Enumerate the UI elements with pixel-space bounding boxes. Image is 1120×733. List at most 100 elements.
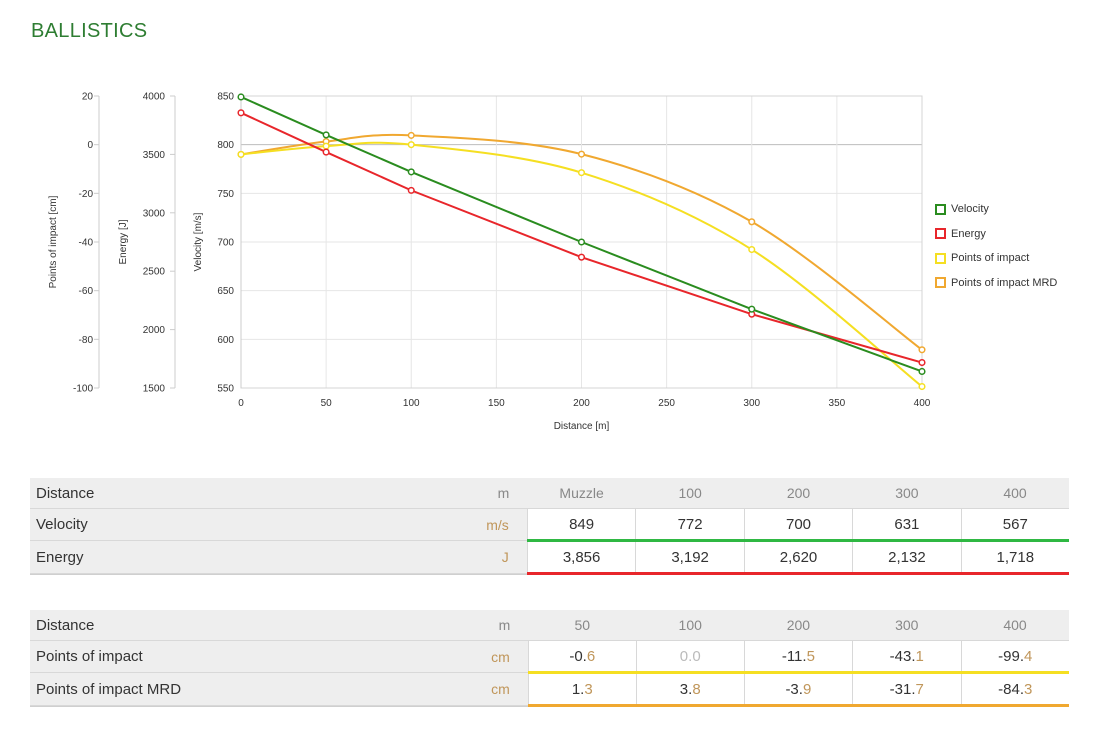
poi-mrd-cell: 3.8 xyxy=(635,672,745,707)
y-tick-label-velocity: 700 xyxy=(217,238,234,249)
poi-dec: 4 xyxy=(1024,647,1033,665)
velocity-energy-table: Distance m Muzzle 100 200 300 400 Veloci… xyxy=(30,478,1069,575)
legend-label-velocity: Velocity xyxy=(951,203,989,216)
y-tick-label-velocity: 550 xyxy=(217,384,234,395)
y-axis-label-poi: Points of impact [cm] xyxy=(48,195,59,288)
data-point-velocity xyxy=(407,168,415,176)
poi-mrd-cell: -31.7 xyxy=(852,672,961,707)
poi-mrd-int: -31. xyxy=(889,680,916,698)
col-header: Muzzle xyxy=(527,478,636,509)
energy-cell: 1,718 xyxy=(960,540,1069,575)
row-unit: cm xyxy=(458,640,529,673)
poi-dec: 5 xyxy=(806,647,815,665)
col-header: 300 xyxy=(852,478,962,509)
col-header: 400 xyxy=(961,478,1069,509)
table-row: Energy J 3,856 3,192 2,620 2,132 1,718 xyxy=(30,540,1069,575)
data-point-energy xyxy=(577,253,586,261)
legend-item-poi[interactable]: Points of impact xyxy=(935,246,1057,271)
data-point-velocity xyxy=(322,131,330,139)
velocity-cell: 567 xyxy=(960,508,1069,542)
legend-label-poi: Points of impact xyxy=(951,252,1030,265)
y-tick-label-energy: 4000 xyxy=(143,92,166,103)
poi-mrd-dec: 8 xyxy=(692,680,701,698)
table-row: Points of impact cm -0.6 0.0 -11.5 -43.1… xyxy=(30,640,1069,674)
y-tick-label-energy: 1500 xyxy=(143,384,166,395)
y-tick-label-velocity: 600 xyxy=(217,335,234,346)
poi-mrd-cell: -84.3 xyxy=(960,672,1069,707)
x-tick-label: 0 xyxy=(238,398,244,409)
y-tick-label-energy: 3000 xyxy=(143,208,166,219)
col-header: 50 xyxy=(528,610,637,641)
energy-cell: 3,856 xyxy=(526,540,636,575)
y-tick-label-poi: -60 xyxy=(79,286,94,297)
data-point-points-of-impact-mrd xyxy=(748,218,756,226)
table-row: Points of impact MRD cm 1.3 3.8 -3.9 -31… xyxy=(30,672,1069,707)
row-unit: m/s xyxy=(457,508,528,541)
poi-mrd-int: -3. xyxy=(785,680,803,698)
row-unit: cm xyxy=(458,672,529,706)
poi-mrd-dec: 3 xyxy=(584,680,593,698)
legend-swatch-poi xyxy=(935,252,946,264)
legend-swatch-energy xyxy=(935,228,946,240)
velocity-cell: 772 xyxy=(635,508,745,542)
poi-mrd-int: -84. xyxy=(998,680,1024,698)
col-header: 100 xyxy=(635,478,745,509)
col-header: 300 xyxy=(852,610,961,641)
page-title: BALLISTICS xyxy=(31,20,148,42)
row-unit: m xyxy=(457,478,528,509)
x-tick-label: 300 xyxy=(743,398,760,409)
x-axis-label: Distance [m] xyxy=(554,421,610,432)
legend-item-energy[interactable]: Energy xyxy=(935,222,1057,247)
data-point-points-of-impact xyxy=(322,142,330,150)
poi-mrd-cell: 1.3 xyxy=(527,672,637,707)
x-tick-label: 400 xyxy=(914,398,931,409)
y-tick-label-velocity: 650 xyxy=(217,286,234,297)
x-tick-label: 350 xyxy=(829,398,846,409)
poi-cell: -99.4 xyxy=(960,640,1069,674)
poi-int: 0. xyxy=(679,647,693,665)
x-tick-label: 100 xyxy=(403,398,420,409)
row-label: Velocity xyxy=(30,508,458,541)
poi-int: -99. xyxy=(998,647,1024,665)
data-point-energy xyxy=(237,109,245,117)
data-point-points-of-impact-mrd xyxy=(407,131,415,139)
legend-label-poi-mrd: Points of impact MRD xyxy=(951,276,1058,289)
y-tick-label-poi: -100 xyxy=(73,384,93,395)
row-unit: m xyxy=(458,610,529,641)
poi-cell: -11.5 xyxy=(743,640,853,674)
legend-item-velocity[interactable]: Velocity xyxy=(935,197,1057,222)
velocity-cell: 631 xyxy=(852,508,962,542)
data-point-velocity xyxy=(577,238,586,246)
y-tick-label-energy: 3500 xyxy=(143,150,166,161)
poi-int: -43. xyxy=(889,647,916,665)
legend-swatch-poi-mrd xyxy=(935,277,946,289)
legend-swatch-velocity xyxy=(935,203,946,215)
data-point-energy xyxy=(322,148,330,156)
data-point-points-of-impact-mrd xyxy=(918,346,926,354)
y-tick-label-poi: 0 xyxy=(87,140,93,151)
table-row: Distance m Muzzle 100 200 300 400 xyxy=(30,478,1069,509)
poi-mrd-cell: -3.9 xyxy=(743,672,853,707)
data-point-velocity xyxy=(237,93,245,101)
chart-legend: Velocity Energy Points of impact Points … xyxy=(935,197,1057,295)
table-row: Distance m 50 100 200 300 400 xyxy=(30,610,1069,641)
poi-cell: -43.1 xyxy=(852,640,961,674)
poi-cell: -0.6 xyxy=(527,640,637,674)
y-axis-label-energy: Energy [J] xyxy=(118,219,129,264)
row-label: Energy xyxy=(30,540,458,574)
data-point-velocity xyxy=(918,367,926,376)
col-header: 200 xyxy=(744,610,853,641)
y-tick-label-velocity: 850 xyxy=(217,92,234,103)
poi-mrd-dec: 9 xyxy=(802,680,812,698)
series-line-energy xyxy=(240,111,923,364)
x-tick-label: 200 xyxy=(573,398,590,409)
poi-cell: 0.0 xyxy=(635,640,745,674)
data-point-points-of-impact xyxy=(748,245,756,254)
y-tick-label-poi: -20 xyxy=(79,189,94,200)
poi-dec: 6 xyxy=(586,647,596,665)
poi-dec: 0 xyxy=(692,647,701,665)
legend-item-poi-mrd[interactable]: Points of impact MRD xyxy=(935,271,1057,296)
y-axis-label-velocity: Velocity [m/s] xyxy=(193,212,204,271)
data-point-points-of-impact xyxy=(407,141,415,149)
